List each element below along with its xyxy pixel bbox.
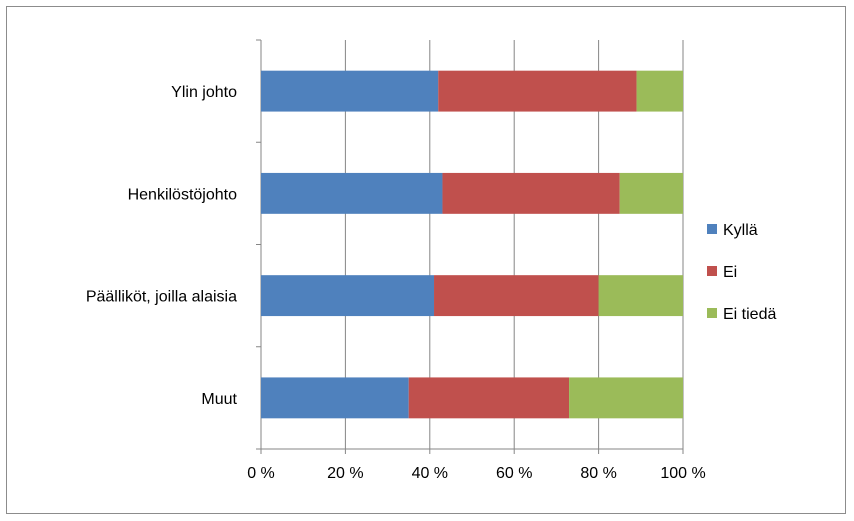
category-label: Muut [201, 391, 237, 408]
x-tick-label: 40 % [412, 465, 448, 482]
bar-segment [261, 377, 409, 419]
x-tick-label: 60 % [496, 465, 532, 482]
x-tick-label: 80 % [580, 465, 616, 482]
bar-segment [438, 70, 637, 112]
category-label: Henkilöstöjohto [128, 186, 238, 203]
bar-segment [569, 377, 683, 419]
bar-segment [598, 275, 683, 317]
bar-segment [408, 377, 570, 419]
bar-segment [619, 172, 683, 214]
bar-segment [636, 70, 683, 112]
x-tick-label: 100 % [660, 465, 705, 482]
legend-swatch [707, 266, 717, 276]
legend-swatch [707, 224, 717, 234]
legend-label: Ei [723, 264, 737, 281]
x-tick-label: 0 % [247, 465, 275, 482]
category-label: Ylin johto [171, 84, 237, 101]
legend-swatch [707, 308, 717, 318]
legend-label: Ei tiedä [723, 306, 776, 323]
bar-segment [261, 172, 443, 214]
bar-segment [434, 275, 599, 317]
bar-segment [442, 172, 620, 214]
x-tick-label: 20 % [327, 465, 363, 482]
legend-label: Kyllä [723, 222, 758, 239]
bar-segment [261, 275, 435, 317]
bar-segment [261, 70, 439, 112]
category-label: Päälliköt, joilla alaisia [86, 289, 237, 306]
